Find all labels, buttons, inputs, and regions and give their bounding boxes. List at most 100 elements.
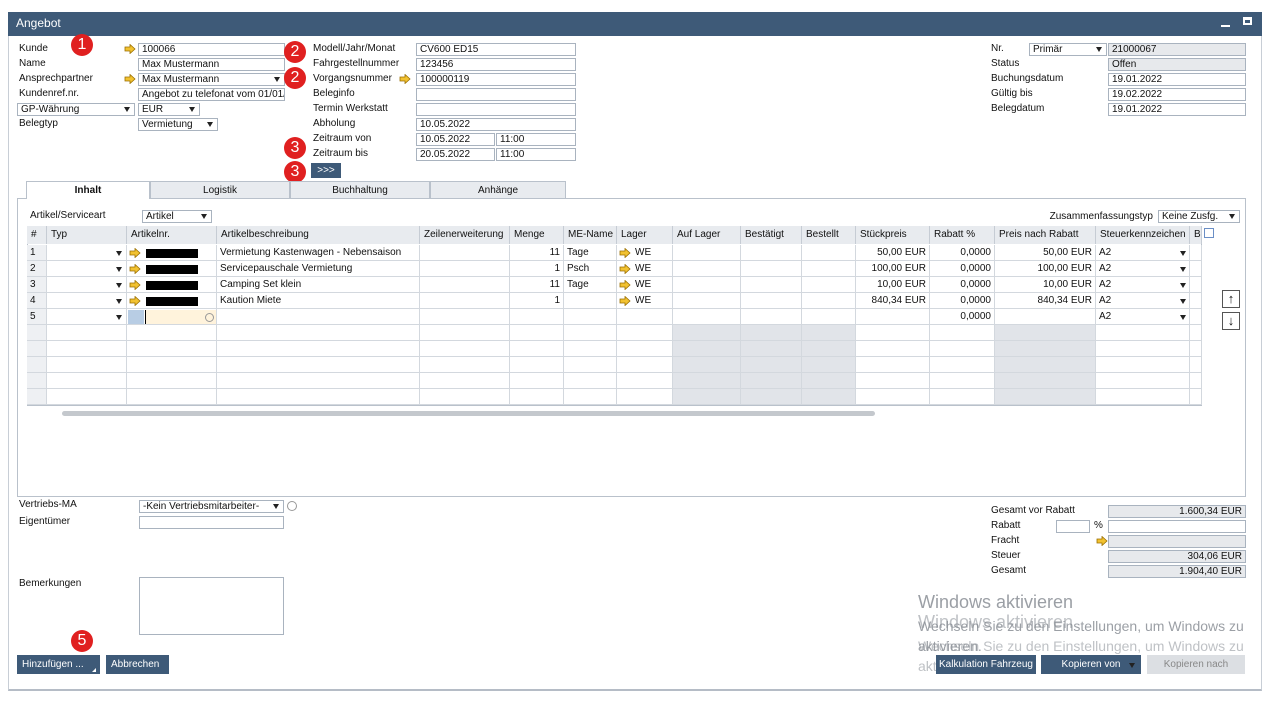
table-cell[interactable]: [741, 325, 802, 341]
field-input[interactable]: 19.01.2022: [1108, 103, 1246, 116]
tab[interactable]: Logistik: [150, 181, 290, 199]
table-cell[interactable]: Psch: [564, 261, 617, 277]
table-cell[interactable]: [741, 245, 802, 261]
total-field[interactable]: 1.904,40 EUR: [1108, 565, 1246, 578]
dropdown-arrow[interactable]: [1180, 315, 1186, 320]
date-input[interactable]: 10.05.2022: [416, 133, 495, 146]
table-cell[interactable]: A2: [1096, 277, 1190, 293]
table-cell[interactable]: 0,0000: [930, 245, 995, 261]
field-input[interactable]: Max Mustermann: [138, 58, 285, 71]
dropdown-arrow[interactable]: [201, 214, 207, 219]
table-cell[interactable]: [1190, 325, 1202, 341]
table-cell[interactable]: [856, 325, 930, 341]
table-cell[interactable]: A2: [1096, 261, 1190, 277]
field-input[interactable]: 100000119: [416, 73, 576, 86]
date-input[interactable]: 20.05.2022: [416, 148, 495, 161]
table-cell[interactable]: [47, 373, 127, 389]
table-cell[interactable]: Vermietung Kastenwagen - Nebensaison: [217, 245, 420, 261]
table-cell[interactable]: 50,00 EUR: [856, 245, 930, 261]
table-cell[interactable]: [510, 357, 564, 373]
dropdown-arrow[interactable]: [1129, 663, 1135, 668]
dropdown-arrow[interactable]: [1229, 214, 1235, 219]
table-cell[interactable]: [617, 341, 673, 357]
table-cell[interactable]: [420, 357, 510, 373]
choose-icon[interactable]: [205, 313, 214, 322]
table-cell[interactable]: [673, 341, 741, 357]
table-cell[interactable]: [673, 373, 741, 389]
table-cell[interactable]: [1190, 293, 1202, 309]
field-input[interactable]: 21000067: [1108, 43, 1246, 56]
table-cell[interactable]: [673, 389, 741, 405]
link-arrow[interactable]: [129, 280, 141, 290]
button[interactable]: Kalkulation Fahrzeug: [936, 655, 1036, 674]
dropdown-arrow[interactable]: [116, 299, 122, 304]
table-cell[interactable]: [1190, 341, 1202, 357]
dropdown-arrow[interactable]: [1180, 267, 1186, 272]
table-cell[interactable]: A2: [1096, 309, 1190, 325]
table-cell[interactable]: [856, 341, 930, 357]
table-cell[interactable]: [1190, 357, 1202, 373]
table-cell[interactable]: [420, 261, 510, 277]
table-cell[interactable]: [802, 341, 856, 357]
table-cell[interactable]: [617, 389, 673, 405]
table-cell[interactable]: [930, 373, 995, 389]
table-cell[interactable]: [1190, 309, 1202, 325]
table-cell[interactable]: [420, 341, 510, 357]
table-cell[interactable]: [741, 341, 802, 357]
table-cell[interactable]: 1: [510, 293, 564, 309]
dropdown-arrow[interactable]: [116, 267, 122, 272]
table-cell[interactable]: [930, 357, 995, 373]
table-cell[interactable]: [856, 373, 930, 389]
table-cell[interactable]: [856, 309, 930, 325]
table-cell[interactable]: [127, 389, 217, 405]
table-cell[interactable]: [47, 277, 127, 293]
table-cell[interactable]: [1190, 389, 1202, 405]
field-label-dropdown[interactable]: GP-Währung: [17, 103, 135, 116]
table-cell[interactable]: [1190, 373, 1202, 389]
table-cell[interactable]: [510, 325, 564, 341]
table-cell[interactable]: [127, 373, 217, 389]
table-cell[interactable]: [617, 325, 673, 341]
table-cell[interactable]: WE: [617, 293, 673, 309]
button[interactable]: Hinzufügen ...: [17, 655, 100, 674]
table-cell[interactable]: [420, 325, 510, 341]
table-cell[interactable]: 1: [510, 261, 564, 277]
table-cell[interactable]: [741, 357, 802, 373]
table-cell[interactable]: 840,34 EUR: [995, 293, 1096, 309]
table-cell[interactable]: [47, 341, 127, 357]
field-input[interactable]: CV600 ED15: [416, 43, 576, 56]
table-cell[interactable]: [127, 325, 217, 341]
table-cell[interactable]: [802, 309, 856, 325]
table-cell[interactable]: 100,00 EUR: [856, 261, 930, 277]
dropdown-arrow[interactable]: [116, 251, 122, 256]
dropdown-arrow[interactable]: [274, 77, 280, 82]
series-dropdown[interactable]: Primär: [1029, 43, 1107, 56]
table-cell[interactable]: [1096, 341, 1190, 357]
restore-button[interactable]: [1243, 17, 1252, 25]
field-input[interactable]: 19.01.2022: [1108, 73, 1246, 86]
field-dropdown[interactable]: Vermietung: [138, 118, 218, 131]
remarks-textarea[interactable]: [139, 577, 284, 635]
link-arrow[interactable]: [129, 248, 141, 258]
table-cell[interactable]: 11: [510, 245, 564, 261]
table-cell[interactable]: [564, 293, 617, 309]
table-cell[interactable]: [995, 373, 1096, 389]
dropdown-arrow[interactable]: [124, 107, 130, 112]
dropdown-arrow[interactable]: [1180, 251, 1186, 256]
link-arrow[interactable]: [619, 280, 631, 290]
table-cell[interactable]: [420, 373, 510, 389]
table-cell[interactable]: [617, 357, 673, 373]
table-cell[interactable]: [1096, 357, 1190, 373]
table-cell[interactable]: [995, 389, 1096, 405]
table-cell[interactable]: [420, 277, 510, 293]
table-cell[interactable]: Tage: [564, 277, 617, 293]
table-cell[interactable]: [673, 309, 741, 325]
field-dropdown[interactable]: Max Mustermann: [138, 73, 285, 86]
table-cell[interactable]: [673, 245, 741, 261]
table-cell[interactable]: WE: [617, 245, 673, 261]
table-cell[interactable]: [217, 357, 420, 373]
table-cell[interactable]: [930, 389, 995, 405]
link-arrow[interactable]: [399, 74, 411, 84]
table-cell[interactable]: [47, 261, 127, 277]
table-cell[interactable]: [47, 325, 127, 341]
